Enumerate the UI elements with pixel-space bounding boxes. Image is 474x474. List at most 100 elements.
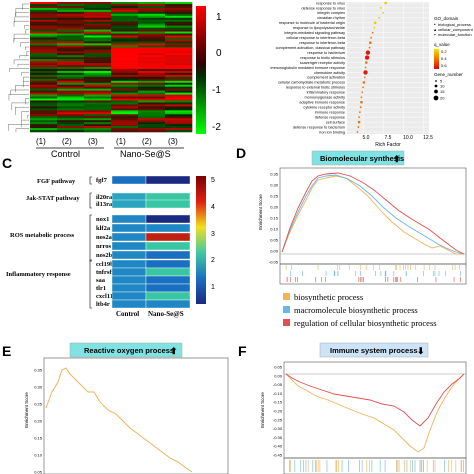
heatmap-cell xyxy=(30,84,58,87)
heatmap-cell xyxy=(84,94,112,97)
heatmap-cell xyxy=(57,5,85,9)
heatmap-cell xyxy=(165,3,193,7)
heatmap-cell xyxy=(111,70,139,74)
panel-letter-e: E xyxy=(2,343,11,359)
title-box xyxy=(69,342,183,358)
x-tick: 7.5 xyxy=(385,135,392,141)
legend-item: regulation of cellular biosynthetic proc… xyxy=(294,318,437,328)
heatmap-cell xyxy=(57,35,85,38)
heatmap-cell xyxy=(165,100,193,103)
heatmap-cell xyxy=(165,118,193,121)
heatmap-cell xyxy=(57,112,85,115)
heatmap-cell xyxy=(165,102,193,105)
heatmap-cell xyxy=(165,82,193,86)
heatmap-cell xyxy=(145,259,191,269)
heatmap-cell xyxy=(84,17,112,21)
heatmap-cell xyxy=(138,11,166,15)
heatmap-cell xyxy=(84,84,112,87)
heatmap-cell xyxy=(57,126,85,129)
go-term-label: immune response xyxy=(315,110,345,114)
heatmap-cell xyxy=(165,53,193,56)
go-point xyxy=(363,76,366,79)
heatmap-cell xyxy=(111,39,139,42)
heatmap-cell xyxy=(111,102,139,105)
colorbar-a-tick: 0 xyxy=(216,48,222,59)
heatmap-cell xyxy=(84,39,112,42)
panel-e: E Reactive oxygen process ⬆ Enrichment S… xyxy=(2,342,229,474)
heatmap-cell xyxy=(57,37,85,40)
heatmap-cell xyxy=(84,98,112,101)
heatmap-cell xyxy=(57,41,85,44)
heatmap-cell xyxy=(30,72,58,76)
down-arrow-icon: ⬇ xyxy=(417,346,425,356)
heatmap-cell xyxy=(84,49,112,52)
heatmap-cell xyxy=(138,96,166,99)
heatmap-cell xyxy=(138,29,166,32)
heatmap-cell xyxy=(138,33,166,36)
gene-label: nrros xyxy=(96,243,112,250)
panel-letter-c: C xyxy=(2,155,12,171)
y-axis-label: Enrichment Score xyxy=(258,194,263,230)
heatmap-cell xyxy=(57,7,85,11)
heatmap-cell xyxy=(30,39,58,42)
heatmap-cell xyxy=(84,67,112,70)
heatmap-cell xyxy=(111,33,139,36)
heatmap-cell xyxy=(165,76,193,80)
heatmap-cell xyxy=(111,106,139,109)
go-point xyxy=(361,91,364,94)
heatmap-cell xyxy=(84,19,112,22)
heatmap-cell xyxy=(84,29,112,32)
heatmap-cell xyxy=(30,67,58,70)
go-point xyxy=(365,50,371,55)
heatmap-cell xyxy=(111,86,139,89)
heatmap-cell xyxy=(30,51,58,54)
heatmap-cell xyxy=(84,112,112,115)
heatmap-cell xyxy=(165,33,193,36)
heatmap-cell xyxy=(145,250,191,260)
heatmap-cell xyxy=(84,126,112,129)
go-point xyxy=(364,55,370,60)
heatmap-cell xyxy=(138,92,166,95)
go-point xyxy=(379,7,382,9)
heatmap-cell xyxy=(30,68,58,72)
heatmap-cell xyxy=(138,94,166,97)
heatmap-cell xyxy=(165,98,193,101)
heatmap-cell xyxy=(111,241,147,251)
gene-label: tnfrsf9a xyxy=(96,269,119,276)
heatmap-cell xyxy=(165,35,193,38)
heatmap-cell xyxy=(30,29,58,32)
heatmap-cell xyxy=(138,130,166,133)
heatmap-cell xyxy=(57,43,85,46)
heatmap-cell xyxy=(30,61,58,64)
heatmap-cell xyxy=(138,37,166,40)
go-term-label: monooxygenase activity xyxy=(304,96,345,100)
heatmap-cell xyxy=(84,102,112,105)
heatmap-cell xyxy=(30,45,58,48)
heatmap-cell xyxy=(84,100,112,103)
heatmap-cell xyxy=(138,53,166,56)
x-tick: 5.0 xyxy=(363,135,370,141)
colorbar-a-tick: -2 xyxy=(212,122,221,133)
heatmap-cell xyxy=(111,110,139,113)
heatmap-cell xyxy=(138,68,166,72)
gsea-f-title: Immune system process xyxy=(330,346,418,355)
heatmap-cell xyxy=(30,88,58,91)
heatmap-cell xyxy=(30,11,58,15)
heatmap-cell xyxy=(138,23,166,26)
heatmap-cell xyxy=(111,114,139,117)
heatmap-cell xyxy=(165,110,193,113)
heatmap-cell xyxy=(57,82,85,86)
heatmap-cell xyxy=(84,68,112,72)
heatmap-cell xyxy=(84,76,112,80)
legend-tick: 20 xyxy=(440,96,445,101)
heatmap-cell xyxy=(30,96,58,99)
heatmap-cell xyxy=(165,5,193,9)
y-tick-label: 0.35 xyxy=(34,368,43,373)
pathway-label: Inflammatory response xyxy=(6,271,71,278)
heatmap-cell xyxy=(165,31,193,34)
gsea-d-title: Biomolecular synthesis xyxy=(320,154,404,163)
dendrogram-branches xyxy=(8,3,29,133)
